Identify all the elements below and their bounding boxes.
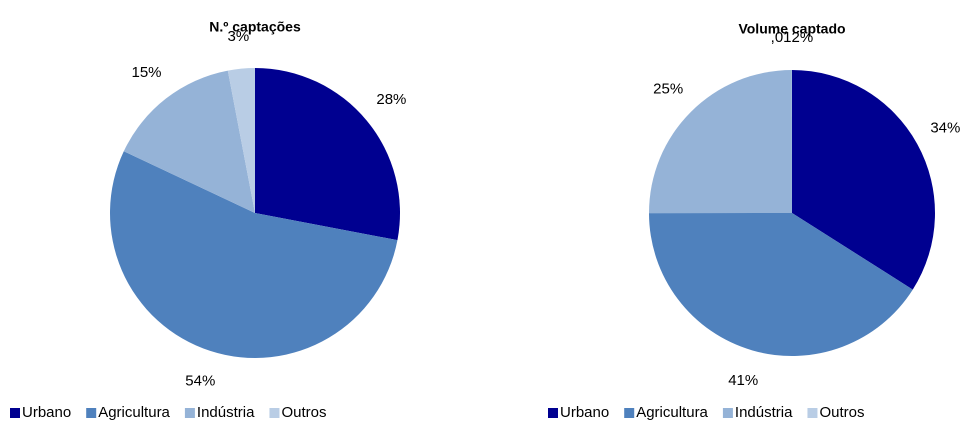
pie-slice: [649, 70, 792, 214]
pie-slice: [227, 68, 255, 213]
chart-title: N.º captações: [209, 19, 301, 35]
legend-swatch: [184, 408, 195, 418]
legend-swatch: [86, 408, 97, 418]
data-label: ,012%: [771, 29, 814, 46]
legend-label: Outros: [281, 404, 326, 421]
legend-label: Indústria: [735, 404, 793, 421]
pie-slice: [109, 151, 398, 358]
data-label: 54%: [185, 372, 215, 389]
legend-label: Outros: [819, 404, 864, 421]
legend-swatch: [807, 408, 818, 418]
legend-swatch: [722, 408, 733, 418]
data-label: 25%: [653, 80, 683, 97]
data-label: 3%: [227, 28, 249, 45]
data-label: 41%: [728, 372, 758, 389]
data-label: 34%: [930, 120, 960, 137]
chart-title: Volume captado: [738, 21, 845, 37]
legend-label: Urbano: [560, 404, 609, 421]
legend-label: Urbano: [22, 404, 71, 421]
legend-swatch: [624, 408, 635, 418]
pie-slice: [649, 213, 913, 357]
legend-swatch: [10, 408, 20, 418]
data-label: 28%: [376, 91, 406, 108]
pie-slice: [123, 70, 255, 213]
legend-label: Agricultura: [636, 404, 708, 421]
pie-slice: [255, 68, 400, 241]
legend-label: Indústria: [197, 404, 255, 421]
legend-swatch: [269, 408, 280, 418]
pie-slice: [792, 70, 935, 290]
data-label: 15%: [131, 64, 161, 81]
legend-swatch: [548, 408, 558, 418]
legend-label: Agricultura: [98, 404, 170, 421]
